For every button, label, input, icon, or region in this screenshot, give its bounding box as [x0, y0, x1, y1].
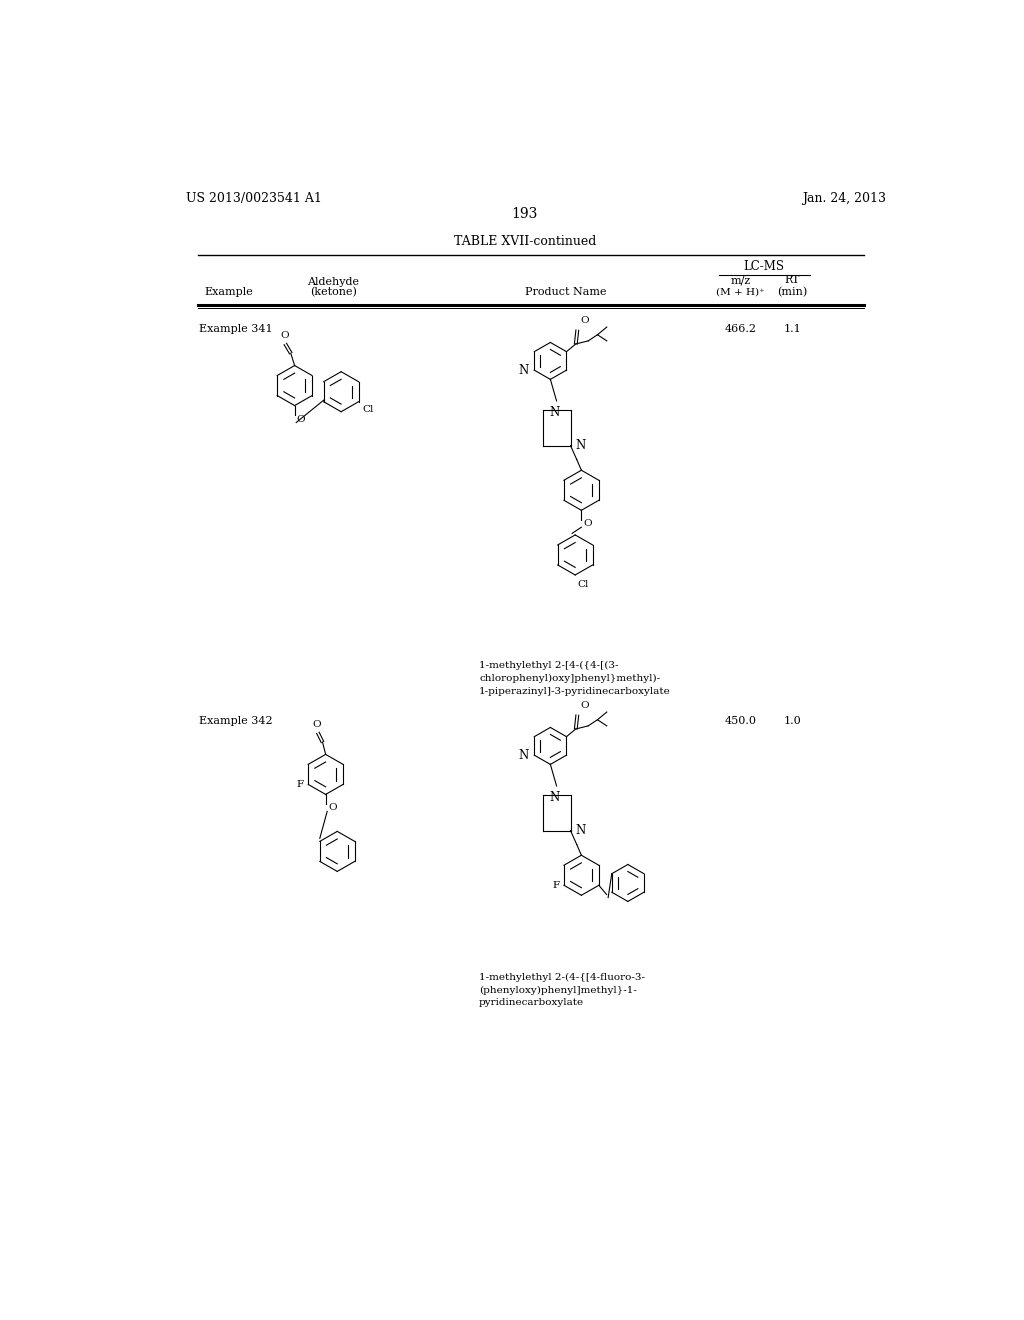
Text: 193: 193: [512, 207, 538, 220]
Text: Cl: Cl: [362, 405, 374, 413]
Text: Example 342: Example 342: [200, 715, 273, 726]
Text: O: O: [296, 414, 305, 424]
Text: US 2013/0023541 A1: US 2013/0023541 A1: [186, 191, 322, 205]
Text: O: O: [581, 701, 589, 710]
Text: N: N: [518, 748, 528, 762]
Text: F: F: [552, 880, 559, 890]
Text: LC-MS: LC-MS: [743, 260, 784, 273]
Text: 1-methylethyl 2-(4-{[4-fluoro-3-
(phenyloxy)phenyl]methyl}-1-
pyridinecarboxylat: 1-methylethyl 2-(4-{[4-fluoro-3- (phenyl…: [479, 973, 645, 1007]
Text: RT: RT: [784, 275, 800, 285]
Text: TABLE XVII-continued: TABLE XVII-continued: [454, 235, 596, 248]
Text: 1-methylethyl 2-[4-({4-[(3-
chlorophenyl)oxy]phenyl}methyl)-
1-piperazinyl]-3-py: 1-methylethyl 2-[4-({4-[(3- chlorophenyl…: [479, 661, 671, 696]
Text: m/z: m/z: [730, 275, 751, 285]
Text: F: F: [296, 780, 303, 789]
Text: 466.2: 466.2: [724, 325, 757, 334]
Text: N: N: [550, 405, 560, 418]
Text: O: O: [581, 317, 589, 326]
Text: Aldehyde: Aldehyde: [307, 277, 359, 286]
Text: N: N: [518, 363, 528, 376]
Text: Product Name: Product Name: [525, 288, 606, 297]
Text: (min): (min): [777, 288, 807, 297]
Text: 450.0: 450.0: [724, 715, 757, 726]
Text: N: N: [575, 440, 586, 453]
Text: 1.0: 1.0: [783, 715, 801, 726]
Text: (M + H)⁺: (M + H)⁺: [716, 288, 765, 297]
Text: Jan. 24, 2013: Jan. 24, 2013: [802, 191, 886, 205]
Text: Example: Example: [205, 288, 253, 297]
Text: O: O: [280, 331, 289, 341]
Text: Example 341: Example 341: [200, 325, 273, 334]
Text: O: O: [312, 719, 322, 729]
Text: N: N: [550, 791, 560, 804]
Text: 1.1: 1.1: [783, 325, 801, 334]
Text: O: O: [584, 519, 592, 528]
Text: O: O: [328, 803, 337, 812]
Text: (ketone): (ketone): [310, 288, 356, 297]
Text: Cl: Cl: [578, 579, 589, 589]
Text: N: N: [575, 824, 586, 837]
